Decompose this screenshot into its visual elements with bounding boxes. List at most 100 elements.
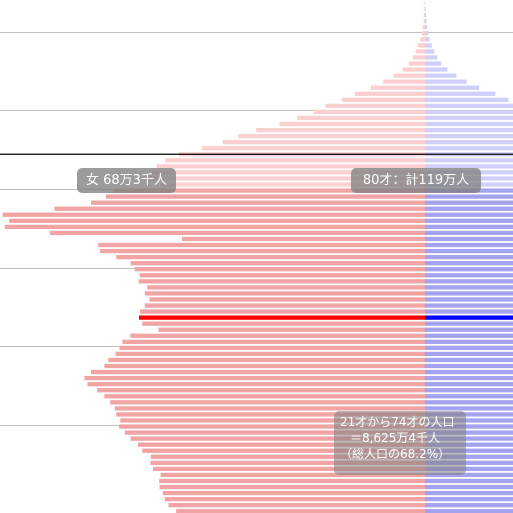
female-bar-age-42 xyxy=(87,382,426,387)
female-bar-age-56 xyxy=(149,297,425,302)
male-bar-age-83 xyxy=(425,133,513,139)
male-bar-age-104 xyxy=(425,6,426,12)
male-bar-age-29 xyxy=(425,460,513,465)
male-bar-age-81 xyxy=(425,146,513,151)
female-bar-age-63 xyxy=(116,254,425,260)
female-bar-age-84 xyxy=(256,127,425,133)
male-bar-age-72 xyxy=(425,200,513,205)
female-bar-age-73 xyxy=(105,194,426,199)
male-bar-age-23 xyxy=(425,496,513,502)
female-bar-age-60 xyxy=(139,273,425,278)
female-bar-age-66 xyxy=(181,236,425,242)
male-bar-age-57 xyxy=(425,291,513,296)
male-bar-age-36 xyxy=(425,418,513,423)
male-bar-age-37 xyxy=(425,412,513,417)
age-range-summary-tooltip: 21才から74才の人口 ＝8,625万4千人 （総人口の68.2%） xyxy=(334,411,466,475)
male-bar-age-65 xyxy=(425,242,513,248)
female-bar-age-98 xyxy=(418,43,425,48)
male-bar-age-48 xyxy=(425,345,513,351)
female-bar-age-87 xyxy=(313,109,425,115)
age-total-tooltip: 80才：計119万人 xyxy=(351,168,481,193)
male-bar-age-100 xyxy=(425,31,429,36)
male-bar-age-45 xyxy=(425,363,513,369)
female-bar-age-35 xyxy=(119,424,425,429)
range-summary-line-3: （総人口の68.2%） xyxy=(340,447,451,461)
male-bar-age-53 xyxy=(425,315,513,320)
male-bar-age-46 xyxy=(425,357,513,363)
female-bar-age-85 xyxy=(279,121,425,127)
female-bar-age-27 xyxy=(160,472,425,478)
male-bar-age-92 xyxy=(425,79,467,84)
female-bar-age-71 xyxy=(54,206,425,211)
male-bar-age-98 xyxy=(425,43,432,48)
male-bar-age-28 xyxy=(425,466,513,472)
female-bar-age-21 xyxy=(176,509,425,513)
male-bar-age-86 xyxy=(425,115,513,121)
female-bar-age-93 xyxy=(393,73,425,78)
female-bar-age-75 xyxy=(160,182,425,187)
female-bar-age-34 xyxy=(124,430,426,435)
female-bar-age-38 xyxy=(114,406,426,411)
male-bar-age-51 xyxy=(425,327,513,332)
female-bar-age-57 xyxy=(144,291,425,296)
male-bar-age-32 xyxy=(425,442,513,447)
male-bar-age-84 xyxy=(425,127,513,133)
male-bar-age-60 xyxy=(425,273,513,278)
female-bar-age-82 xyxy=(222,140,425,145)
male-bar-age-56 xyxy=(425,297,513,302)
female-bar-age-46 xyxy=(108,357,426,363)
female-bar-age-55 xyxy=(144,303,425,308)
male-bar-age-52 xyxy=(425,321,513,326)
male-bar-age-39 xyxy=(425,400,513,405)
female-bar-age-26 xyxy=(159,478,425,484)
female-bar-age-23 xyxy=(164,496,425,502)
male-bar-age-99 xyxy=(425,37,430,42)
male-bar-age-42 xyxy=(425,382,513,387)
female-bar-age-90 xyxy=(354,91,425,96)
female-bar-age-62 xyxy=(130,261,425,266)
male-bar-age-96 xyxy=(425,55,438,60)
male-bar-age-34 xyxy=(425,430,513,435)
male-bar-age-41 xyxy=(425,388,513,393)
female-bar-age-70 xyxy=(2,212,426,217)
female-bar-age-53 xyxy=(138,315,425,320)
female-bar-age-94 xyxy=(402,67,425,72)
male-bar-age-54 xyxy=(425,309,513,314)
female-bar-age-89 xyxy=(341,97,425,102)
male-bar-age-25 xyxy=(425,484,513,490)
female-bar-age-102 xyxy=(423,19,425,24)
male-bar-age-85 xyxy=(425,121,513,127)
female-bar-age-104 xyxy=(424,6,425,12)
female-bar-age-95 xyxy=(408,61,425,66)
male-bar-age-33 xyxy=(425,436,513,441)
female-bar-age-43 xyxy=(84,375,425,381)
female-bar-age-49 xyxy=(122,339,425,344)
male-bar-age-27 xyxy=(425,472,513,478)
male-bar-age-103 xyxy=(425,12,427,18)
female-bar-age-30 xyxy=(150,454,425,459)
male-bar-age-35 xyxy=(425,424,513,429)
female-bar-age-97 xyxy=(415,49,425,54)
female-bar-age-54 xyxy=(140,309,426,314)
female-bar-age-25 xyxy=(159,484,426,490)
male-bar-age-58 xyxy=(425,285,513,290)
male-bar-age-95 xyxy=(425,61,442,66)
male-bar-age-71 xyxy=(425,206,513,211)
male-bar-age-90 xyxy=(425,91,496,96)
female-bar-age-101 xyxy=(422,25,425,30)
male-bar-age-66 xyxy=(425,236,513,242)
female-bar-age-22 xyxy=(168,503,426,508)
female-bar-age-72 xyxy=(91,200,425,205)
female-bar-age-91 xyxy=(370,85,425,90)
female-bar-age-44 xyxy=(91,369,425,375)
female-bar-age-96 xyxy=(412,55,425,60)
female-bar-age-36 xyxy=(120,418,425,423)
male-bar-age-87 xyxy=(425,109,513,115)
male-bar-age-38 xyxy=(425,406,513,411)
female-bar-age-61 xyxy=(134,267,425,272)
female-bar-age-99 xyxy=(420,37,425,42)
female-bar-age-74 xyxy=(113,188,425,193)
male-bar-age-59 xyxy=(425,279,513,284)
female-bar-age-31 xyxy=(142,448,425,453)
